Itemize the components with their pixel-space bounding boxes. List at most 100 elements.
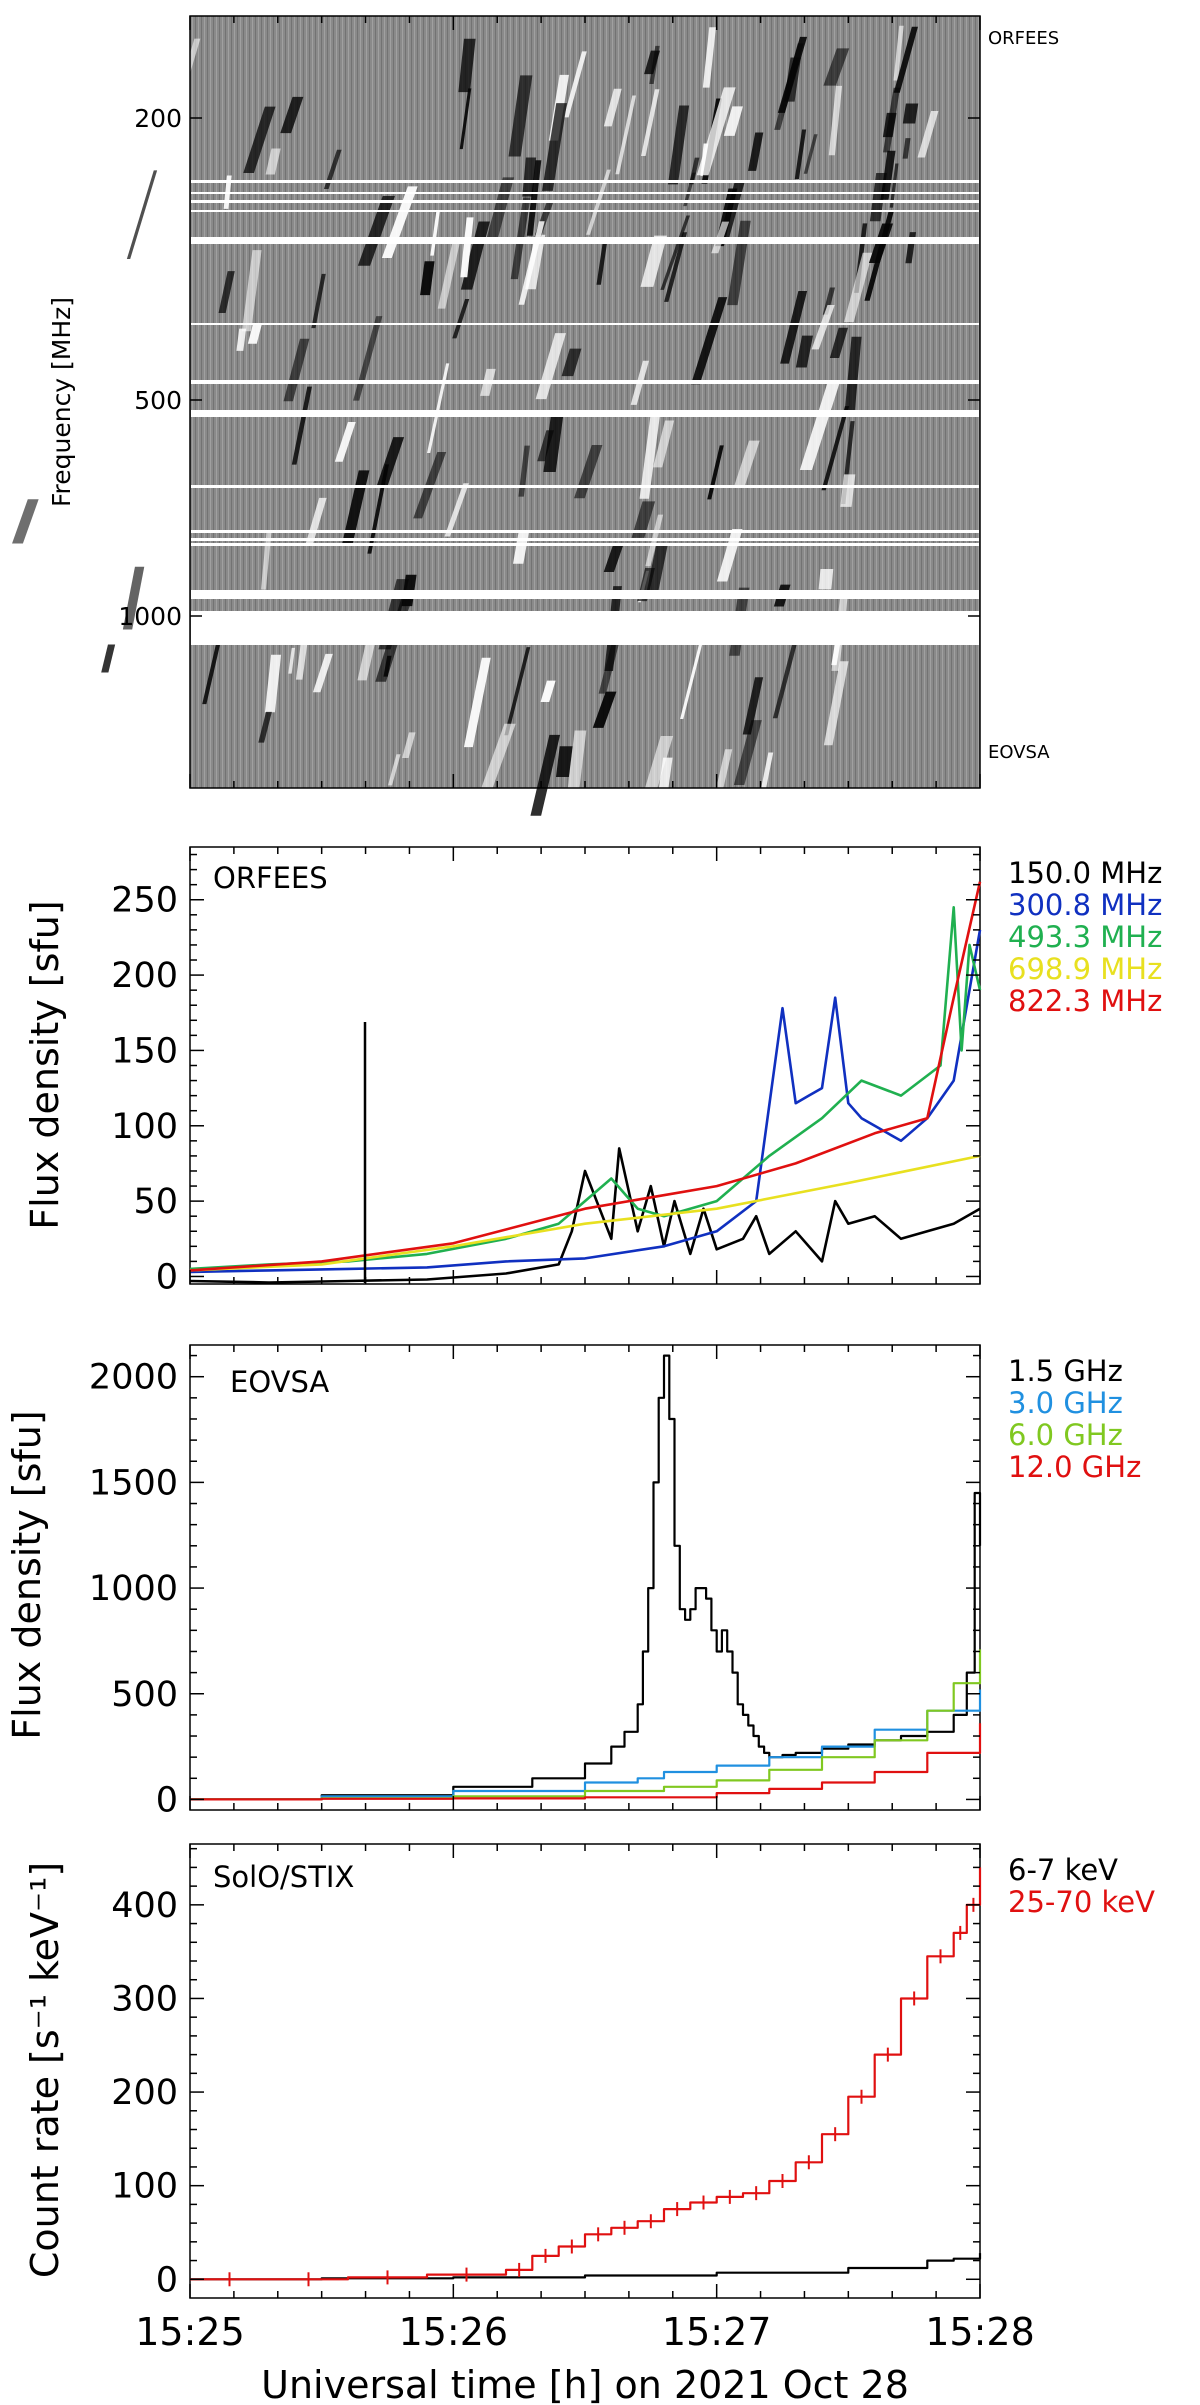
spectrogram-gap <box>191 210 979 212</box>
spectrogram-burst <box>265 148 281 175</box>
spectrogram-burst <box>459 88 472 150</box>
spectrogram-burst <box>640 235 668 287</box>
spectrogram-burst <box>357 642 376 681</box>
spectrogram-burst <box>799 383 840 470</box>
spectrogram-burst <box>160 209 173 233</box>
spectrogram-ytick-label-1000: 1000 <box>118 602 182 631</box>
orfees-legend-entry: 493.3 MHz <box>1008 920 1162 954</box>
spectrogram-burst <box>795 335 814 368</box>
x-tick-label: 15:28 <box>925 2310 1035 2354</box>
eovsa-legend-entry: 12.0 GHz <box>1008 1450 1141 1484</box>
spectrogram-burst <box>818 569 834 590</box>
spectrogram-burst <box>702 27 716 88</box>
spectrogram-burst <box>504 647 531 736</box>
spectrogram-burst <box>402 732 416 759</box>
spectrogram-burst <box>334 421 356 462</box>
orfees-panel-label: ORFEES <box>213 861 328 895</box>
spectrogram-burst <box>543 410 564 472</box>
stix-y-tick-label: 400 <box>111 1886 178 1926</box>
spectrogram-gap <box>191 323 979 325</box>
spectrogram-burst <box>869 172 887 222</box>
spectrogram-burst <box>119 685 130 719</box>
spectrogram-burst <box>311 273 326 329</box>
spectrogram-burst <box>291 386 312 465</box>
spectrogram-burst <box>821 406 850 491</box>
spectrogram-burst <box>430 210 440 256</box>
spectrogram-burst <box>780 291 808 364</box>
spectrogram-burst <box>135 374 153 402</box>
x-tick-label: 15:26 <box>399 2310 509 2354</box>
spectrogram-burst <box>437 237 461 309</box>
spectrogram-burst <box>312 653 333 693</box>
orfees-series-698-9-mhz <box>189 1154 981 1272</box>
stix-panel-label: SolO/STIX <box>213 1860 354 1894</box>
spectrogram-burst <box>644 50 660 75</box>
spectrogram-burst <box>357 196 395 266</box>
spectrogram-burst <box>563 51 587 118</box>
eovsa-y-tick-label: 500 <box>111 1675 178 1715</box>
stix-series-25-70-kev <box>190 1867 982 2281</box>
spectrogram-burst <box>561 348 582 377</box>
spectrogram-gap <box>191 192 979 194</box>
spectrogram-burst <box>101 644 116 673</box>
spectrogram-burst <box>555 746 573 777</box>
orfees-series-822-3-mhz <box>189 881 982 1272</box>
stix-lines <box>190 1867 982 2287</box>
spectrogram-burst <box>258 711 272 743</box>
spectrogram-burst <box>452 299 470 339</box>
spectrogram-burst <box>631 501 656 538</box>
spectrogram-burst <box>444 483 469 537</box>
stix-y-tick-label: 200 <box>111 2073 178 2113</box>
spectrogram-burst <box>758 752 774 802</box>
spectrogram-burst <box>341 470 370 546</box>
spectrogram-burst <box>794 129 807 179</box>
spectrogram-burst <box>615 95 637 175</box>
spectrogram-burst <box>146 502 171 558</box>
spectrogram-burst <box>639 413 661 499</box>
eovsa-ticks: 0 500 1000 1500 2000 <box>89 1345 981 1820</box>
orfees-ylabel: Flux density [sfu] <box>23 900 67 1229</box>
orfees-y-tick-label: 50 <box>133 1182 178 1222</box>
spectrogram-burst <box>508 75 533 157</box>
spectrogram-burst <box>917 110 939 158</box>
orfees-series-300-8-mhz <box>189 929 982 1274</box>
spectrogram-burst <box>784 57 802 102</box>
spectrogram-gaps <box>191 180 979 645</box>
spectrogram-burst <box>603 544 624 573</box>
spectrogram-burst <box>657 757 673 796</box>
stix-y-tick-label: 300 <box>111 1979 178 2019</box>
eovsa-panel-label: EOVSA <box>230 1365 329 1399</box>
spectrogram-burst <box>829 327 848 358</box>
eovsa-y-tick-label: 1500 <box>89 1463 178 1503</box>
spectrogram-burst <box>844 252 873 323</box>
spectrogram-gap <box>191 237 979 244</box>
stix-x-tick-labels: 15:25 15:26 15:27 15:28 <box>135 2310 1035 2354</box>
eovsa-legend-entry: 6.0 GHz <box>1008 1418 1123 1452</box>
orfees-series-493-3-mhz <box>189 905 982 1271</box>
spectrogram-burst <box>883 87 901 153</box>
spectrogram-gap <box>191 180 979 183</box>
spectrogram-burst <box>420 261 435 296</box>
spectrogram-burst <box>680 630 706 719</box>
spectrogram-burst <box>645 543 669 599</box>
spectrogram-burst <box>122 566 145 630</box>
eovsa-legend-entry: 3.0 GHz <box>1008 1386 1123 1420</box>
spectrogram-gap <box>191 611 979 645</box>
spectrogram-burst <box>893 26 918 93</box>
spectrogram-burst <box>811 305 835 350</box>
orfees-y-tick-label: 0 <box>156 1257 178 1297</box>
spectrogram-burst <box>241 250 262 332</box>
orfees-legend-entry: 698.9 MHz <box>1008 952 1162 986</box>
spectrogram-burst <box>723 106 743 136</box>
spectrogram-gap <box>191 543 979 546</box>
spectrogram-burst <box>376 437 405 488</box>
stix-legend-entry: 6-7 keV <box>1008 1853 1118 1887</box>
spectrogram-label-bottom: EOVSA <box>988 742 1050 763</box>
spectrogram-burst <box>167 38 201 129</box>
eovsa-y-tick-label: 1000 <box>89 1569 178 1609</box>
spectrogram-burst <box>166 229 191 269</box>
spectrogram-burst <box>126 170 158 260</box>
spectrogram-burst <box>283 338 310 402</box>
spectrogram-burst <box>353 316 383 401</box>
